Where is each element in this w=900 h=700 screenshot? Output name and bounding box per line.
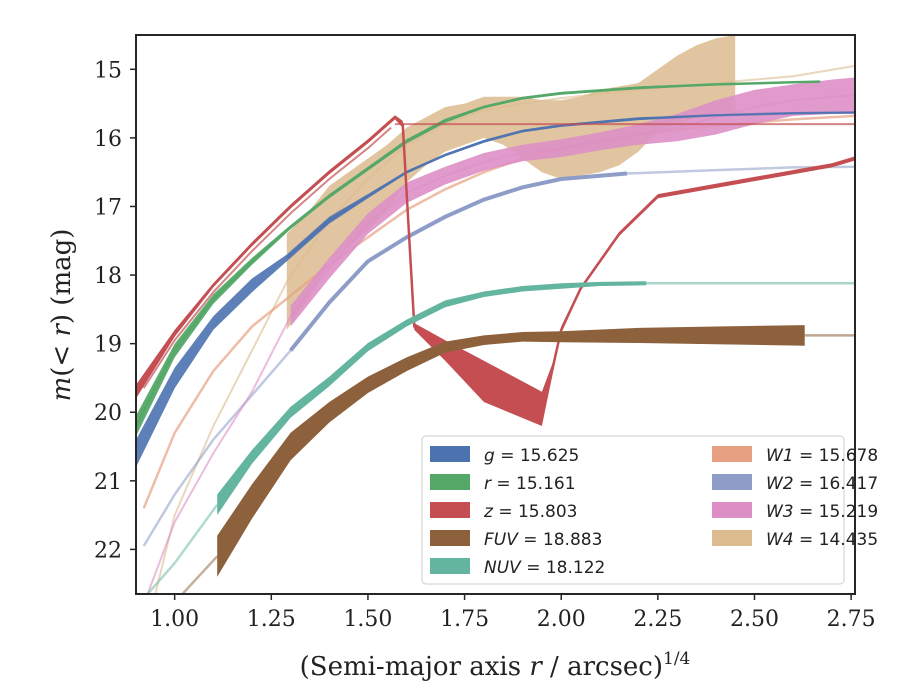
nuv-band <box>217 281 647 516</box>
legend-label: NUV = 18.122 <box>484 558 605 578</box>
legend-swatch <box>430 558 470 574</box>
plot-area <box>136 35 855 594</box>
legend-item-w1: W1 = 15.678 <box>712 446 878 466</box>
legend: g = 15.625 r = 15.161 z = 15.803 FUV = 18.8… <box>421 435 878 585</box>
x-tick-label: 2.50 <box>730 607 779 632</box>
legend-item-z: z = 15.803 <box>430 502 577 522</box>
legend-swatch <box>712 502 752 518</box>
y-tick-label: 15 <box>94 58 122 83</box>
fuv-lead-line <box>181 555 219 594</box>
x-tick-label: 1.25 <box>247 607 296 632</box>
legend-swatch <box>430 446 470 462</box>
w2-line <box>289 171 628 352</box>
legend-swatch <box>430 502 470 518</box>
legend-label: W4 = 14.435 <box>766 530 878 550</box>
g-line <box>285 111 855 259</box>
legend-label: r = 15.161 <box>484 474 576 494</box>
legend-label: g = 15.625 <box>484 446 579 466</box>
legend-label: W3 = 15.219 <box>766 502 878 522</box>
legend-item-w2: W2 = 16.417 <box>712 474 878 494</box>
legend-item-w3: W3 = 15.219 <box>712 502 878 522</box>
legend-swatch <box>712 530 752 546</box>
legend-swatch <box>430 530 470 546</box>
legend-item-g: g = 15.625 <box>430 446 579 466</box>
x-tick-label: 1.00 <box>150 607 199 632</box>
legend-box <box>421 435 845 585</box>
y-tick-label: 21 <box>94 470 122 495</box>
legend-label: FUV = 18.883 <box>484 530 602 550</box>
z-line <box>136 115 855 422</box>
legend-item-r: r = 15.161 <box>430 474 576 494</box>
y-tick-label: 17 <box>94 195 122 220</box>
x-tick-label: 2.75 <box>827 607 876 632</box>
nuv-lead-line <box>146 504 219 594</box>
y-tick-label: 18 <box>94 264 122 289</box>
series-w3 <box>146 77 855 594</box>
x-axis-label: (Semi-major axis r / arcsec)1/4 <box>300 649 691 682</box>
axis-ticks: 1.00 1.25 1.50 1.75 2.00 2.25 2.50 2.75 15 16 17 18… <box>94 58 876 632</box>
fuv-band <box>217 325 805 577</box>
legend-label: z = 15.803 <box>483 502 577 522</box>
y-tick-label: 22 <box>94 538 122 563</box>
y-tick-label: 20 <box>94 401 122 426</box>
y-axis-label: m(< r) (mag) <box>47 229 77 402</box>
legend-swatch <box>712 474 752 490</box>
legend-item-fuv: FUV = 18.883 <box>430 530 602 550</box>
legend-label: W2 = 16.417 <box>766 474 878 494</box>
series-w2 <box>142 165 855 547</box>
legend-swatch <box>712 446 752 462</box>
legend-item-w4: W4 = 14.435 <box>712 530 878 550</box>
series-z <box>136 115 855 426</box>
legend-label: W1 = 15.678 <box>766 446 878 466</box>
y-tick-label: 19 <box>94 333 122 358</box>
series-nuv <box>146 281 855 594</box>
y-tick-label: 16 <box>94 127 122 152</box>
series-r <box>136 80 821 437</box>
legend-swatch <box>430 474 470 490</box>
w4-band <box>286 35 736 330</box>
x-tick-label: 2.25 <box>633 607 682 632</box>
series-g <box>136 111 855 468</box>
x-tick-label: 1.75 <box>440 607 489 632</box>
w3-band <box>290 77 855 327</box>
r-line <box>136 80 821 427</box>
z-secondary-line <box>142 126 392 389</box>
plot-frame <box>135 34 856 595</box>
legend-item-nuv: NUV = 18.122 <box>430 558 605 578</box>
x-tick-label: 2.00 <box>537 607 586 632</box>
x-tick-label: 1.50 <box>343 607 392 632</box>
series-fuv <box>181 325 855 594</box>
